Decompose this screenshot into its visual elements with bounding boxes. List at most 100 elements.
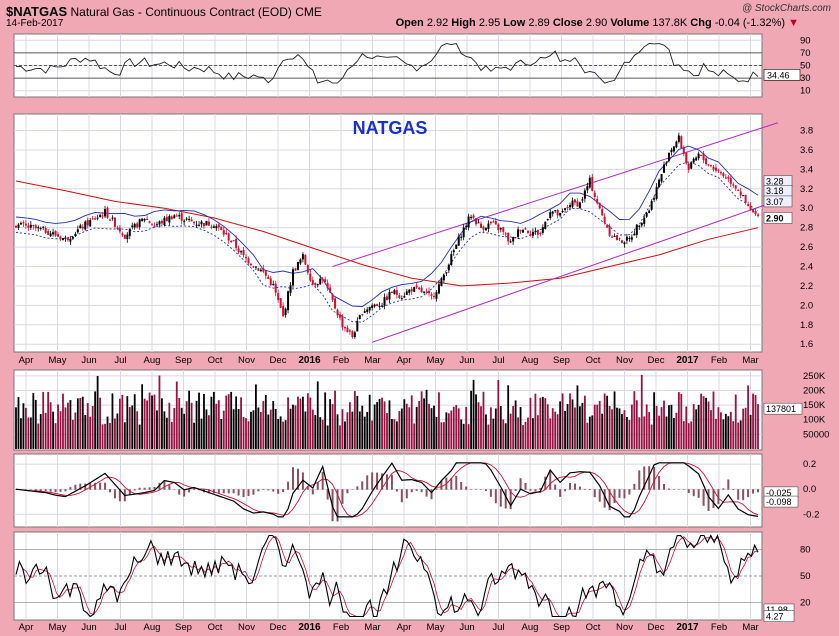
volume-bar [101,424,104,449]
volume-bar [574,407,576,449]
macd-histogram-bar [178,489,181,495]
price-candle [237,248,240,252]
volume-bar [418,401,421,449]
price-candle [108,219,111,221]
price-x-tick: May [427,355,445,366]
open-value: 2.92 [426,17,449,29]
macd-histogram-bar [672,489,675,490]
watermark[interactable]: @ StockCharts.com [741,3,831,14]
price-candle [64,237,67,239]
volume-y-tick: 50000 [803,429,829,440]
volume-bar [489,407,492,449]
price-candle [153,225,156,227]
volume-bar [536,415,539,449]
macd-histogram-bar [113,489,116,499]
volume-bar [544,398,547,449]
price-candle [672,146,675,152]
price-candle [502,227,505,232]
macd-histogram-bar [742,489,745,501]
price-x-tick: Jun [459,355,474,366]
price-candle [682,147,685,154]
price-candle [155,224,158,226]
macd-histogram-bar [390,474,393,490]
stoch-x-tick: Oct [586,622,601,633]
stoch-x-tick: May [427,622,445,633]
rsi-last-tag: 34.46 [767,70,790,80]
volume-bar [259,412,262,449]
price-candle [240,251,243,253]
macd-histogram-bar [415,489,418,491]
price-candle [351,331,354,337]
price-candle [702,153,705,161]
volume-bar [729,411,732,449]
macd-histogram-bar [272,489,275,492]
price-candle [143,219,146,221]
volume-bar [161,398,163,449]
price-candle [200,221,203,225]
macd-histogram-bar [470,489,473,490]
volume-bar [405,403,408,449]
volume-bar [522,425,524,449]
price-candle [202,223,205,227]
volume-bar [720,412,722,449]
price-candle [84,221,87,230]
volume-bar [185,401,188,449]
macd-histogram-bar [242,489,245,498]
price-candle [477,222,480,224]
volume-bar [44,412,47,449]
price-candle [408,289,411,293]
stoch-value-tag: 11.98 [766,605,788,615]
volume-bar [603,393,606,449]
stoch-x-tick: 2016 [298,622,321,633]
volume-bar [81,396,84,449]
volume-bar [17,397,20,449]
price-candle [274,283,277,293]
price-candle [712,166,715,170]
price-candle [692,158,695,163]
volume-bar [111,393,114,449]
volume-bar [279,416,282,449]
price-candle [29,224,32,228]
macd-histogram-bar [118,489,121,502]
price-candle [455,244,458,249]
price-candle [341,316,344,328]
price-candle [339,314,342,318]
macd-histogram-bar [321,471,324,490]
price-candle [618,238,621,240]
price-candle [178,215,181,217]
close-label: Close [552,17,583,29]
volume-bar [79,397,82,449]
price-candle [195,224,198,226]
price-candle [462,227,465,238]
volume-bar [168,402,171,449]
macd-histogram-bar [163,480,166,490]
volume-bar [304,411,307,449]
macd-histogram-bar [34,489,37,491]
volume-bar [114,418,116,449]
price-candle [314,282,317,285]
volume-bar [534,393,537,449]
volume-bar [653,392,656,449]
volume-bar [34,399,37,449]
volume-bar [232,409,235,449]
volume-bar [49,402,52,449]
volume-bar [742,408,745,449]
price-x-tick: Dec [270,355,287,366]
volume-bar [180,407,183,449]
macd-histogram-bar [326,489,329,500]
price-candle [376,304,379,307]
macd-histogram-bar [603,489,606,508]
price-candle [638,225,641,227]
price-candle [742,195,745,197]
macd-histogram-bar [296,468,299,490]
volume-bar [465,406,468,449]
price-candle [264,271,267,276]
macd-histogram-bar [59,489,62,492]
volume-bar [415,406,418,449]
volume-bar [611,409,613,449]
price-candle [418,287,421,290]
symbol[interactable]: $NATGAS [6,4,68,19]
price-candle [685,152,688,164]
chart-header: $NATGAS Natural Gas - Continuous Contrac… [0,0,839,32]
